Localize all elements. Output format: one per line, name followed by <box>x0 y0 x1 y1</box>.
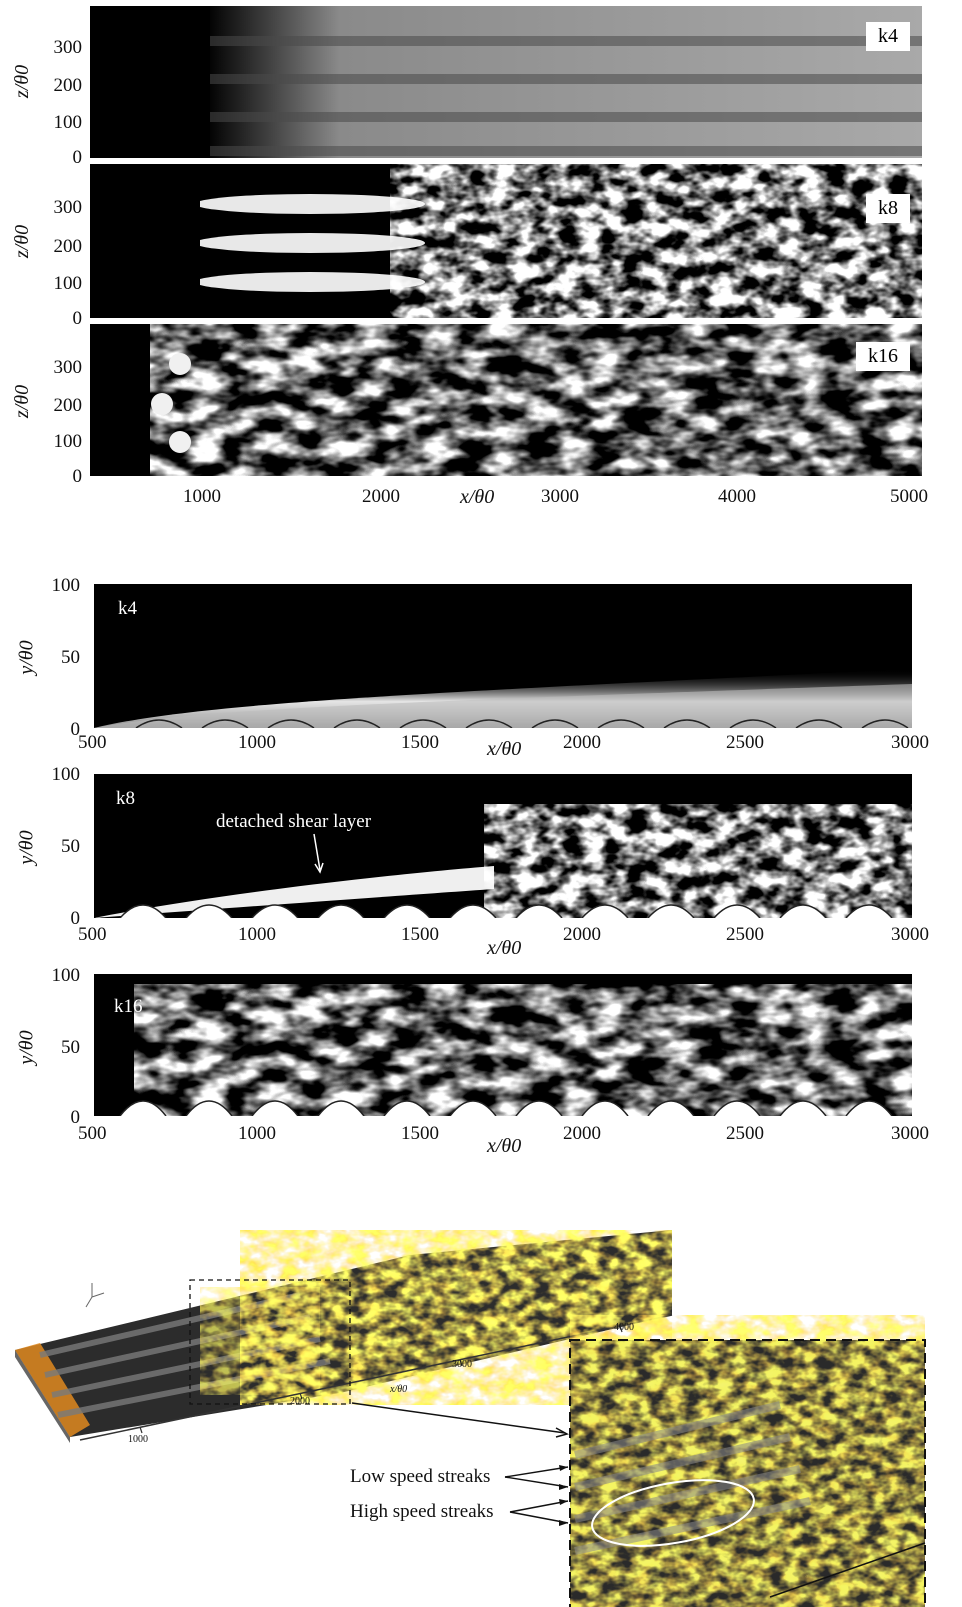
mid-k16-xtick-3000: 3000 <box>891 1124 929 1143</box>
top-k16-ytick-300: 300 <box>42 358 82 377</box>
panel-tag-k16: k16 <box>856 342 910 371</box>
bottom-xlabel: x/θ0 <box>390 1380 407 1399</box>
mid-k16-ytick-100: 100 <box>40 966 80 985</box>
mid-k8-xtick-2000: 2000 <box>563 925 601 944</box>
mid-k8-xtick-3000: 3000 <box>891 925 929 944</box>
bottom-xtick-4000: 4000 <box>614 1318 634 1337</box>
mid-k4-ytick-50: 50 <box>40 648 80 667</box>
mid-k8-ytick-50: 50 <box>40 837 80 856</box>
top-k16-ytick-100: 100 <box>42 432 82 451</box>
mid-k4-ylabel: y/θ0 <box>16 640 39 674</box>
panel-tag-k8: k8 <box>116 788 135 810</box>
bottom-xtick-2000: 2000 <box>290 1392 310 1411</box>
bottom-xtick-1000: 1000 <box>128 1430 148 1449</box>
mid-k16-ytick-50: 50 <box>40 1038 80 1057</box>
top-k4-ytick-100: 100 <box>42 113 82 132</box>
spanwise-panel-k4: k4 <box>90 6 922 158</box>
top-xtick-4000: 4000 <box>718 487 756 506</box>
mid-k8-ytick-100: 100 <box>40 765 80 784</box>
mid-k4-xtick-500: 500 <box>78 733 107 752</box>
panel-tag-k16: k16 <box>114 996 143 1018</box>
mid-k4-xtick-1500: 1500 <box>401 733 439 752</box>
top-xlabel: x/θ0 <box>460 486 494 509</box>
mid-k4-xtick-3000: 3000 <box>891 733 929 752</box>
top-k8-ytick-300: 300 <box>42 198 82 217</box>
streamwise-panel-k16: k16 <box>94 974 912 1116</box>
top-k4-ytick-0: 0 <box>42 148 82 167</box>
detached-shear-layer-annotation: detached shear layer <box>216 811 371 833</box>
top-k8-ytick-0: 0 <box>42 309 82 328</box>
mid-k16-xtick-1500: 1500 <box>401 1124 439 1143</box>
top-k4-ytick-200: 200 <box>42 76 82 95</box>
bottom-xtick-3000: 3000 <box>452 1355 472 1374</box>
mid-k8-xtick-2500: 2500 <box>726 925 764 944</box>
top-k16-ytick-0: 0 <box>42 467 82 486</box>
perspective-visualization <box>0 1225 962 1607</box>
panel-tag-k8: k8 <box>866 194 910 223</box>
low-speed-streaks-label: Low speed streaks <box>350 1466 490 1488</box>
top-k8-ylabel: z/θ0 <box>11 225 34 258</box>
panel-tag-k4: k4 <box>866 22 910 51</box>
top-k4-ytick-300: 300 <box>42 38 82 57</box>
mid-k16-xtick-2000: 2000 <box>563 1124 601 1143</box>
mid-k8-ytick-0: 0 <box>40 909 80 928</box>
streamwise-panel-k8: k8 detached shear layer <box>94 774 912 918</box>
top-xtick-2000: 2000 <box>362 487 400 506</box>
mid-k4-xtick-2500: 2500 <box>726 733 764 752</box>
mid-k16-xtick-500: 500 <box>78 1124 107 1143</box>
top-xtick-1000: 1000 <box>183 487 221 506</box>
mid-k16-xlabel: x/θ0 <box>487 1135 521 1158</box>
mid-k8-ylabel: y/θ0 <box>16 830 39 864</box>
mid-k16-ytick-0: 0 <box>40 1108 80 1127</box>
mid-k16-xtick-2500: 2500 <box>726 1124 764 1143</box>
mid-k4-ytick-0: 0 <box>40 720 80 739</box>
top-k4-ylabel: z/θ0 <box>11 65 34 98</box>
mid-k8-xlabel: x/θ0 <box>487 937 521 960</box>
top-xtick-3000: 3000 <box>541 487 579 506</box>
mid-k8-xtick-1000: 1000 <box>238 925 276 944</box>
top-k16-ytick-200: 200 <box>42 396 82 415</box>
high-speed-streaks-label: High speed streaks <box>350 1501 494 1523</box>
mid-k4-xtick-2000: 2000 <box>563 733 601 752</box>
top-k16-ylabel: z/θ0 <box>11 385 34 418</box>
mid-k16-xtick-1000: 1000 <box>238 1124 276 1143</box>
mid-k4-ytick-100: 100 <box>40 576 80 595</box>
mid-k16-ylabel: y/θ0 <box>16 1030 39 1064</box>
top-k8-ytick-100: 100 <box>42 274 82 293</box>
top-xtick-5000: 5000 <box>890 487 928 506</box>
top-k8-ytick-200: 200 <box>42 237 82 256</box>
mid-k4-xtick-1000: 1000 <box>238 733 276 752</box>
streamwise-panel-k4: k4 <box>94 584 912 728</box>
spanwise-panel-k8: k8 <box>90 164 922 318</box>
mid-k8-xtick-1500: 1500 <box>401 925 439 944</box>
panel-tag-k4: k4 <box>118 598 137 620</box>
mid-k4-xlabel: x/θ0 <box>487 738 521 761</box>
mid-k8-xtick-500: 500 <box>78 925 107 944</box>
spanwise-panel-k16: k16 <box>90 324 922 476</box>
